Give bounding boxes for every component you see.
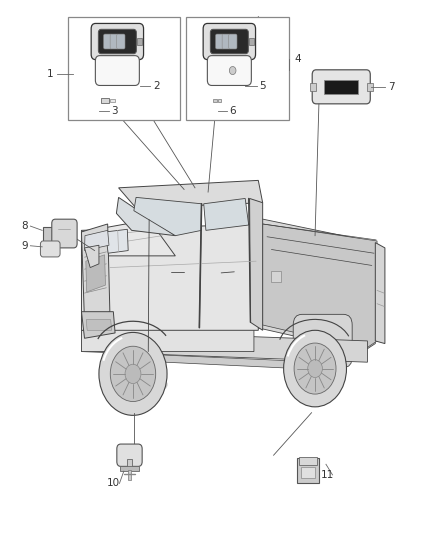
FancyBboxPatch shape [207, 55, 251, 85]
Polygon shape [85, 230, 109, 251]
Polygon shape [81, 224, 110, 322]
FancyBboxPatch shape [229, 34, 237, 49]
Circle shape [294, 343, 336, 394]
Polygon shape [134, 197, 201, 236]
Polygon shape [81, 330, 367, 362]
Text: 10: 10 [107, 479, 120, 488]
Circle shape [284, 330, 346, 407]
Polygon shape [81, 325, 254, 352]
Polygon shape [86, 320, 112, 330]
Polygon shape [81, 220, 175, 256]
Text: 8: 8 [21, 221, 28, 231]
Text: 11: 11 [321, 470, 334, 480]
FancyBboxPatch shape [99, 29, 136, 54]
Bar [297, 458, 319, 483]
Ellipse shape [104, 373, 168, 397]
Polygon shape [85, 245, 99, 268]
Bar [43, 227, 57, 242]
Bar [367, 83, 373, 91]
Bar [101, 98, 109, 103]
Bar [301, 467, 315, 478]
Bar [127, 459, 132, 467]
FancyBboxPatch shape [52, 219, 77, 248]
FancyBboxPatch shape [91, 23, 144, 60]
Polygon shape [375, 243, 385, 344]
Polygon shape [81, 224, 258, 330]
Bar [128, 470, 131, 480]
Circle shape [308, 360, 322, 377]
Bar [213, 99, 217, 102]
Text: 6: 6 [229, 106, 235, 116]
Bar [218, 99, 222, 102]
Text: 3: 3 [111, 106, 117, 116]
Circle shape [99, 333, 167, 415]
FancyBboxPatch shape [104, 34, 112, 49]
Bar [324, 80, 358, 94]
FancyBboxPatch shape [117, 444, 142, 466]
Bar [249, 38, 254, 45]
Bar [68, 17, 180, 120]
FancyBboxPatch shape [215, 34, 224, 49]
FancyBboxPatch shape [95, 55, 139, 85]
Polygon shape [119, 180, 263, 208]
Polygon shape [250, 198, 263, 330]
Bar [272, 271, 281, 282]
Text: 9: 9 [21, 241, 28, 251]
FancyBboxPatch shape [210, 29, 248, 54]
FancyBboxPatch shape [312, 70, 370, 104]
Bar [186, 17, 289, 120]
Text: 7: 7 [388, 82, 395, 92]
Bar [137, 38, 142, 45]
Text: 1: 1 [47, 69, 53, 79]
FancyBboxPatch shape [110, 34, 118, 49]
FancyBboxPatch shape [40, 241, 60, 257]
Polygon shape [106, 229, 128, 253]
FancyBboxPatch shape [293, 314, 352, 368]
Polygon shape [110, 353, 297, 368]
Text: 2: 2 [154, 81, 160, 91]
Polygon shape [86, 255, 106, 292]
Circle shape [110, 346, 155, 401]
Polygon shape [81, 312, 115, 338]
Text: 4: 4 [294, 54, 301, 64]
Polygon shape [204, 198, 249, 230]
Bar [299, 457, 317, 465]
FancyBboxPatch shape [222, 34, 230, 49]
Bar [310, 83, 316, 91]
Text: 5: 5 [259, 81, 266, 91]
Polygon shape [117, 197, 175, 236]
Polygon shape [245, 219, 376, 352]
Circle shape [125, 364, 141, 384]
Circle shape [230, 67, 236, 75]
Bar [110, 99, 115, 102]
Bar [120, 466, 139, 471]
Polygon shape [263, 224, 377, 349]
FancyBboxPatch shape [203, 23, 255, 60]
FancyBboxPatch shape [117, 34, 125, 49]
